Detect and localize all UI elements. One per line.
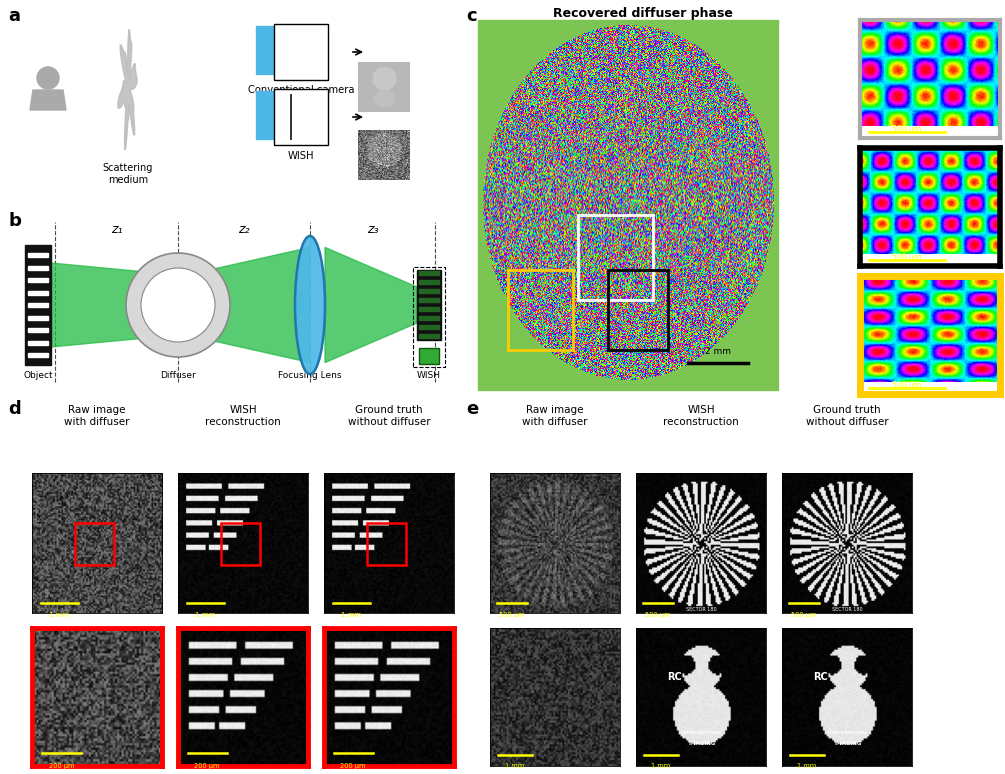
Bar xyxy=(419,280,439,284)
Text: 500 μm: 500 μm xyxy=(892,253,922,262)
Bar xyxy=(419,316,439,320)
Bar xyxy=(419,271,439,275)
Text: Focusing Lens: Focusing Lens xyxy=(278,371,342,380)
Bar xyxy=(221,523,260,565)
Bar xyxy=(28,316,48,320)
Bar xyxy=(28,265,48,269)
Bar xyxy=(25,245,51,365)
Bar xyxy=(28,303,48,307)
Circle shape xyxy=(126,253,230,357)
Text: Recovered diffuser phase: Recovered diffuser phase xyxy=(553,7,733,20)
Bar xyxy=(28,341,48,344)
Ellipse shape xyxy=(295,236,325,374)
Bar xyxy=(419,325,439,329)
Polygon shape xyxy=(51,263,178,347)
Text: Diffuser: Diffuser xyxy=(160,371,196,380)
Circle shape xyxy=(141,268,215,342)
Text: 200 μm: 200 μm xyxy=(48,762,74,769)
Bar xyxy=(28,290,48,294)
Text: SECTOR 180: SECTOR 180 xyxy=(686,607,718,612)
Text: d: d xyxy=(8,400,21,418)
Bar xyxy=(75,523,114,565)
Polygon shape xyxy=(118,29,137,150)
Text: b: b xyxy=(8,212,21,230)
Polygon shape xyxy=(30,90,66,110)
Text: c: c xyxy=(466,7,476,25)
Text: 2 mm: 2 mm xyxy=(705,347,731,356)
Bar xyxy=(419,298,439,302)
Polygon shape xyxy=(178,248,310,362)
Text: Ground truth
without diffuser: Ground truth without diffuser xyxy=(806,405,888,426)
Text: 1 mm: 1 mm xyxy=(797,763,817,769)
Text: z₁: z₁ xyxy=(111,223,123,236)
FancyBboxPatch shape xyxy=(274,24,328,80)
FancyBboxPatch shape xyxy=(419,348,439,364)
Text: 500 μm: 500 μm xyxy=(645,612,670,618)
Text: 500 μm: 500 μm xyxy=(499,612,525,618)
Text: z₂: z₂ xyxy=(238,223,250,236)
Bar xyxy=(28,353,48,357)
Text: e: e xyxy=(466,400,478,418)
FancyBboxPatch shape xyxy=(274,89,328,145)
Text: WISH: WISH xyxy=(287,151,315,161)
Text: Object: Object xyxy=(23,371,53,380)
Bar xyxy=(28,278,48,282)
Bar xyxy=(419,307,439,311)
Text: WISH
reconstruction: WISH reconstruction xyxy=(663,405,739,426)
Bar xyxy=(256,26,274,74)
Text: 1 mm: 1 mm xyxy=(651,763,670,769)
Bar xyxy=(608,270,668,350)
Text: Raw image
with diffuser: Raw image with diffuser xyxy=(64,405,130,426)
Text: Conventional camera: Conventional camera xyxy=(248,85,354,95)
Bar xyxy=(417,270,441,340)
Text: COMPUTATIONAL: COMPUTATIONAL xyxy=(827,731,868,735)
Circle shape xyxy=(37,67,59,89)
Text: z₃: z₃ xyxy=(367,223,378,236)
Text: WISH: WISH xyxy=(417,371,441,380)
Text: SECTOR 180: SECTOR 180 xyxy=(832,607,863,612)
Text: 200 μm: 200 μm xyxy=(195,762,220,769)
Text: 1 mm: 1 mm xyxy=(506,763,525,769)
Text: Ground truth
without diffuser: Ground truth without diffuser xyxy=(348,405,430,426)
Text: WISH
reconstruction: WISH reconstruction xyxy=(205,405,280,426)
Text: Scattering
medium: Scattering medium xyxy=(103,163,153,185)
Text: IMAGING: IMAGING xyxy=(688,741,716,746)
Bar xyxy=(367,523,406,565)
Bar xyxy=(419,334,439,338)
Text: 500 μm: 500 μm xyxy=(892,125,922,134)
Text: a: a xyxy=(8,7,20,25)
Bar xyxy=(28,253,48,257)
Bar xyxy=(578,215,653,300)
Bar xyxy=(508,270,573,350)
Text: 200 μm: 200 μm xyxy=(341,762,366,769)
Text: RC: RC xyxy=(813,673,827,683)
Bar xyxy=(478,20,778,390)
Bar xyxy=(28,328,48,332)
Polygon shape xyxy=(325,248,417,362)
Bar xyxy=(419,289,439,293)
Bar xyxy=(256,91,274,139)
Text: 1 mm: 1 mm xyxy=(341,612,361,618)
Text: 1 mm: 1 mm xyxy=(48,612,69,618)
Text: IMAGING: IMAGING xyxy=(834,741,861,746)
Text: 1 mm: 1 mm xyxy=(195,612,215,618)
Text: 500 μm: 500 μm xyxy=(892,381,922,390)
Text: RC: RC xyxy=(666,673,681,683)
Text: 500 μm: 500 μm xyxy=(791,612,817,618)
Text: Raw image
with diffuser: Raw image with diffuser xyxy=(523,405,588,426)
Text: COMPUTATIONAL: COMPUTATIONAL xyxy=(681,731,723,735)
